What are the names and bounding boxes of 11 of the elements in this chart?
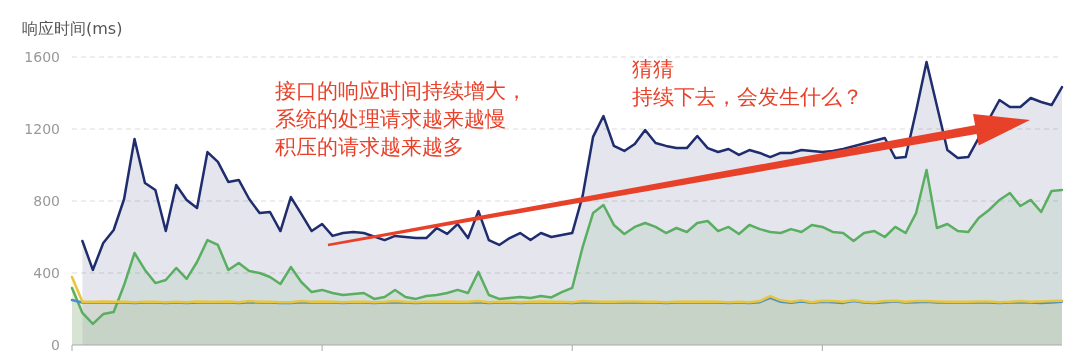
annotation: 积压的请求越来越多 bbox=[275, 135, 464, 159]
annotation: 系统的处理请求越来越慢 bbox=[275, 107, 506, 131]
y-tick-label: 800 bbox=[33, 193, 60, 209]
y-tick-label: 1200 bbox=[24, 121, 60, 137]
y-tick-label: 0 bbox=[51, 337, 60, 353]
y-tick-label: 400 bbox=[33, 265, 60, 281]
y-axis-title: 响应时间(ms) bbox=[22, 19, 123, 38]
annotation: 持续下去，会发生什么？ bbox=[632, 85, 863, 109]
y-tick-label: 1600 bbox=[24, 49, 60, 65]
annotation: 猜猜 bbox=[632, 57, 674, 81]
annotation: 接口的响应时间持续增大， bbox=[275, 79, 527, 103]
